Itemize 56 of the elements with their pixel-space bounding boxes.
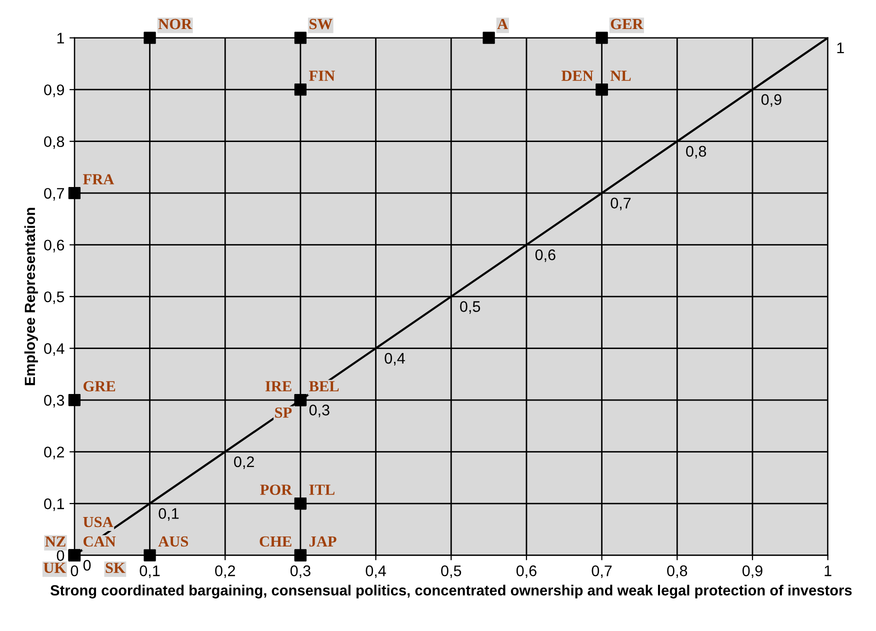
y-tick-label: 0,7 xyxy=(44,188,64,201)
x-tick-label: 0 xyxy=(70,565,78,576)
annotation: FIN xyxy=(309,70,335,81)
x-tick-label: 1 xyxy=(824,566,832,576)
y-tick-label: 1 xyxy=(57,32,64,44)
annotation: A xyxy=(497,18,508,30)
annotation: NZ xyxy=(45,536,66,546)
data-label: 1 xyxy=(837,42,844,54)
data-label: 0,4 xyxy=(384,352,405,366)
annotation: UK xyxy=(44,562,66,573)
annotation: GRE xyxy=(84,381,116,392)
annotation: BEL xyxy=(309,381,339,392)
y-tick-label: 0,3 xyxy=(44,394,64,408)
x-tick-label: 0,7 xyxy=(592,565,612,578)
data-label: 0,7 xyxy=(610,198,631,210)
y-tick-label: 0,9 xyxy=(44,84,64,98)
annotation: SP xyxy=(275,407,292,418)
x-axis-title: Strong coordinated bargaining, consensual politics, concentrated ownership and weak legal protection of investors xyxy=(50,584,852,598)
data-label: 0,8 xyxy=(686,146,706,159)
annotation: USA xyxy=(83,516,114,528)
data-label: 0,9 xyxy=(761,94,782,107)
x-tick-label: 0,9 xyxy=(742,565,762,578)
annotation: GER xyxy=(610,18,644,30)
data-label: 0,1 xyxy=(158,508,179,521)
annotation: FRA xyxy=(83,174,114,184)
annotation: AUS xyxy=(158,536,188,547)
data-label: 0,2 xyxy=(234,456,254,469)
annotation: NL xyxy=(610,70,631,81)
x-tick-label: 0,8 xyxy=(667,565,688,578)
data-label: 0,6 xyxy=(535,249,556,262)
x-tick-label: 0,5 xyxy=(441,565,462,578)
annotation: POR xyxy=(260,484,292,495)
y-tick-label: 0,1 xyxy=(44,498,64,512)
annotation: CAN xyxy=(84,536,116,547)
y-tick-label: 0,2 xyxy=(44,446,64,460)
annotation: SK xyxy=(106,562,126,573)
annotation: DEN xyxy=(561,70,594,81)
annotation: ITL xyxy=(309,484,334,495)
y-tick-label: 0 xyxy=(56,550,64,561)
annotation: CHE xyxy=(260,536,292,547)
y-tick-label: 0,8 xyxy=(44,136,64,149)
annotation: IRE xyxy=(265,381,292,392)
y-tick-label: 0,6 xyxy=(44,240,64,252)
y-tick-label: 0,4 xyxy=(44,343,64,356)
x-tick-label: 0,3 xyxy=(290,565,310,578)
x-tick-label: 0,4 xyxy=(366,565,386,578)
y-axis-title: Employee Representation xyxy=(24,208,38,386)
annotation: JAP xyxy=(309,536,336,547)
y-tick-label: 0,5 xyxy=(44,291,64,304)
annotation: SW xyxy=(310,18,332,30)
x-tick-label: 0,6 xyxy=(516,565,536,578)
x-tick-label: 0,1 xyxy=(140,565,160,578)
x-tick-label: 0,2 xyxy=(215,565,235,578)
data-label: 0,5 xyxy=(460,301,480,314)
data-label: 0,3 xyxy=(309,404,330,418)
annotation: NOR xyxy=(158,18,192,30)
